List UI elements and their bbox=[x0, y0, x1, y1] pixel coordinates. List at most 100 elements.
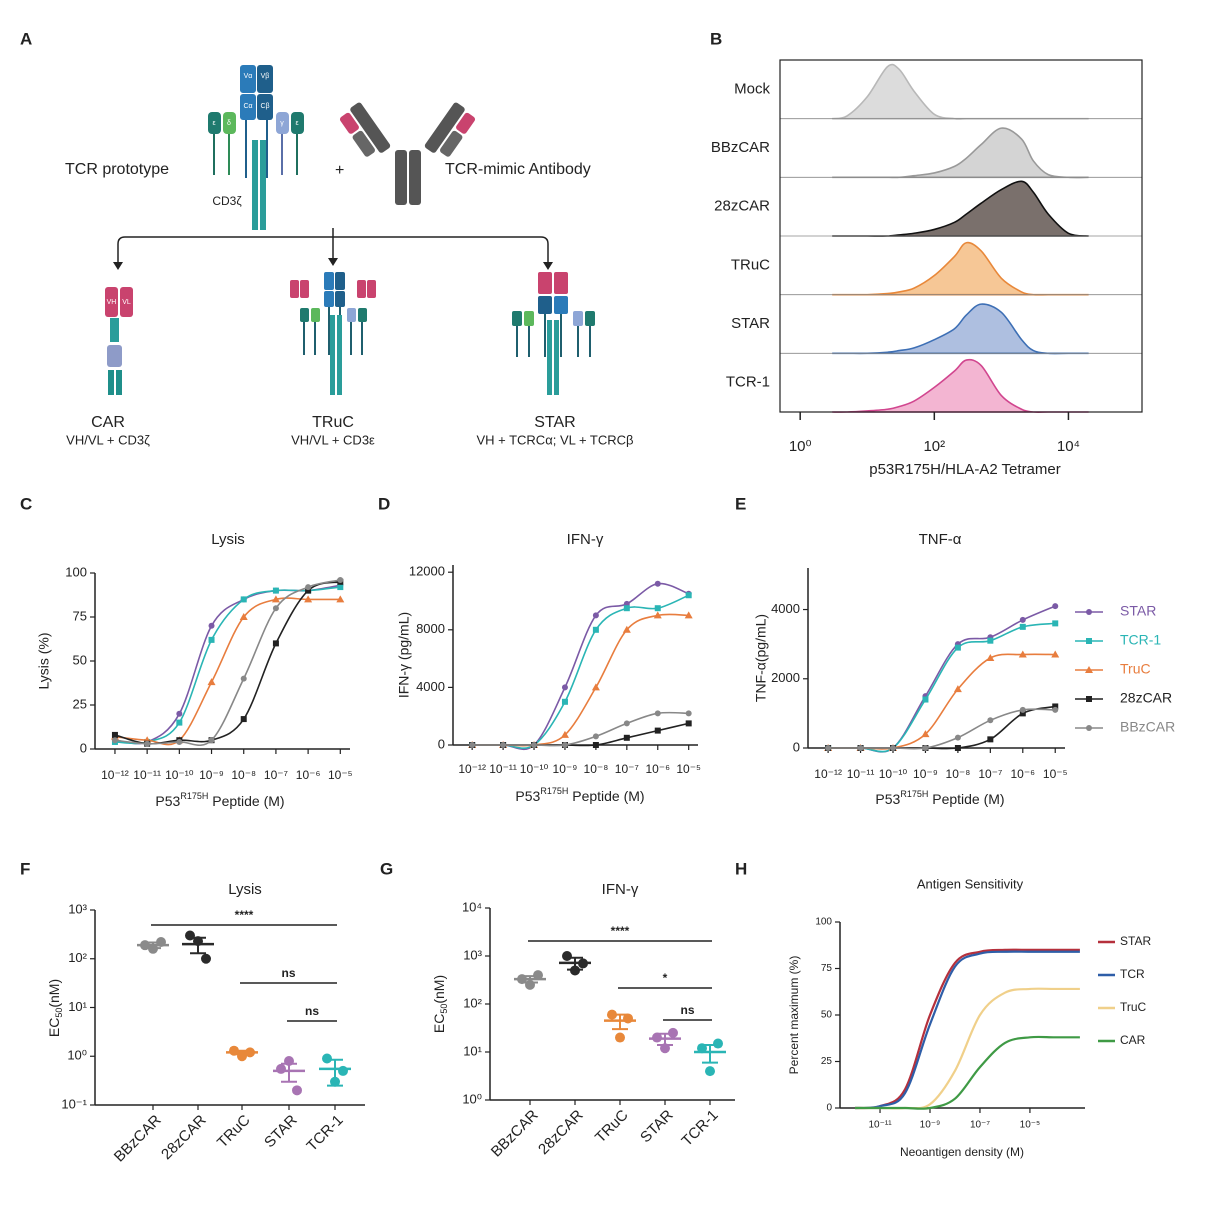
data-point bbox=[337, 577, 344, 584]
data-point bbox=[304, 595, 313, 603]
panel-letter: E bbox=[735, 494, 746, 513]
panel-letter: H bbox=[735, 859, 747, 878]
data-point bbox=[239, 613, 248, 620]
error-bar bbox=[234, 1049, 250, 1056]
x-tick-label: 28zCAR bbox=[158, 1111, 210, 1163]
significance-label: * bbox=[663, 971, 668, 985]
antibody bbox=[339, 102, 476, 205]
prototype-label: TCR prototype bbox=[65, 161, 169, 178]
x-axis-label-part: R175H bbox=[180, 791, 208, 801]
panel-a: A TCR prototype + TCR-mimic Antibody Vα … bbox=[20, 29, 634, 447]
x-tick-label: 10⁻⁹ bbox=[553, 762, 578, 776]
y-tick-label: 8000 bbox=[416, 621, 445, 636]
data-point bbox=[592, 733, 599, 740]
data-point bbox=[276, 1063, 286, 1074]
series-line bbox=[855, 1035, 1080, 1110]
legend-label: TCR bbox=[1120, 967, 1145, 981]
design-name: STAR bbox=[534, 414, 575, 431]
data-point bbox=[857, 745, 864, 751]
error-bar bbox=[522, 975, 538, 984]
legend-marker bbox=[1086, 725, 1092, 731]
x-tick-label: TCR-1 bbox=[678, 1107, 721, 1150]
data-point bbox=[987, 736, 994, 743]
data-point bbox=[561, 742, 568, 748]
design-description: VH + TCRCα; VL + TCRCβ bbox=[476, 432, 633, 447]
series-line bbox=[828, 622, 1056, 753]
histogram bbox=[832, 127, 1089, 179]
data-point bbox=[954, 734, 961, 741]
x-axis-label-part: R175H bbox=[900, 789, 928, 799]
data-point bbox=[561, 684, 568, 691]
legend-label: TruC bbox=[1120, 1000, 1147, 1014]
data-point bbox=[986, 654, 995, 661]
panel-letter: A bbox=[20, 29, 32, 48]
data-point bbox=[561, 698, 568, 705]
x-tick-label: 10⁻¹² bbox=[814, 767, 842, 781]
x-tick-label: TRuC bbox=[214, 1111, 254, 1151]
data-point bbox=[654, 727, 661, 734]
y-tick-label: 75 bbox=[821, 963, 833, 974]
chart-title: Lysis bbox=[211, 531, 245, 548]
data-point bbox=[201, 953, 211, 964]
data-point bbox=[1019, 706, 1026, 713]
design-name: TRuC bbox=[312, 414, 354, 431]
data-point bbox=[336, 595, 345, 603]
data-point bbox=[592, 612, 599, 619]
data-point bbox=[500, 742, 507, 748]
data-point bbox=[713, 1038, 723, 1049]
error-bar bbox=[145, 941, 161, 950]
x-tick-label: STAR bbox=[261, 1112, 301, 1152]
data-point bbox=[111, 737, 118, 744]
x-axis-label-part: P53 bbox=[155, 793, 180, 809]
data-point bbox=[562, 951, 572, 961]
y-axis-label: EC50(nM) bbox=[431, 975, 450, 1033]
domain-label: Vα bbox=[244, 73, 253, 80]
x-tick-label: 10⁻⁵ bbox=[328, 768, 353, 782]
data-point bbox=[953, 685, 962, 693]
data-point bbox=[954, 745, 961, 751]
data-point bbox=[208, 622, 215, 629]
data-point bbox=[592, 742, 599, 748]
y-axis-label-part: (nM) bbox=[431, 975, 447, 1004]
data-point bbox=[272, 605, 279, 612]
data-point bbox=[1019, 710, 1026, 717]
x-tick-label: 10⁻⁵ bbox=[676, 762, 701, 776]
truc-construct bbox=[290, 272, 376, 395]
domain-label: ε bbox=[295, 120, 298, 127]
x-tick-label: 10⁻⁵ bbox=[1043, 767, 1068, 781]
x-tick-label: TRuC bbox=[592, 1106, 632, 1146]
x-tick-label: 10⁻⁹ bbox=[199, 768, 224, 782]
x-tick-label: 10⁻¹⁰ bbox=[879, 767, 908, 781]
legend-label: STAR bbox=[1120, 934, 1151, 948]
y-axis-label-part: 50 bbox=[439, 1004, 449, 1014]
error-bar bbox=[281, 1062, 297, 1083]
antibody-label: TCR-mimic Antibody bbox=[445, 161, 591, 178]
data-point bbox=[653, 611, 662, 619]
panel-letter: B bbox=[710, 29, 722, 48]
x-tick-label: 10² bbox=[923, 438, 945, 455]
series-line bbox=[854, 948, 1080, 1110]
histogram bbox=[832, 358, 1089, 414]
significance-label: ns bbox=[281, 966, 295, 980]
data-point bbox=[533, 970, 543, 981]
data-point bbox=[1052, 620, 1059, 627]
data-point bbox=[208, 636, 215, 643]
y-axis-label-part: EC bbox=[431, 1014, 447, 1033]
data-point bbox=[685, 710, 692, 717]
y-axis-label: TNF-α(pg/mL) bbox=[753, 614, 769, 702]
data-point bbox=[623, 734, 630, 741]
data-point bbox=[684, 611, 693, 619]
data-point bbox=[271, 595, 280, 603]
chart-title: Antigen Sensitivity bbox=[917, 876, 1024, 891]
data-point bbox=[654, 710, 661, 717]
branch-arrows bbox=[113, 228, 553, 270]
histogram bbox=[832, 180, 1089, 237]
x-tick-label: TCR-1 bbox=[303, 1112, 346, 1155]
data-point bbox=[338, 1065, 348, 1076]
data-point bbox=[987, 717, 994, 724]
x-tick-label: 10⁰ bbox=[789, 438, 812, 455]
x-axis-label-part: R175H bbox=[540, 786, 568, 796]
x-tick-label: 10⁻¹¹ bbox=[847, 767, 875, 781]
panel-letter: F bbox=[20, 859, 30, 878]
